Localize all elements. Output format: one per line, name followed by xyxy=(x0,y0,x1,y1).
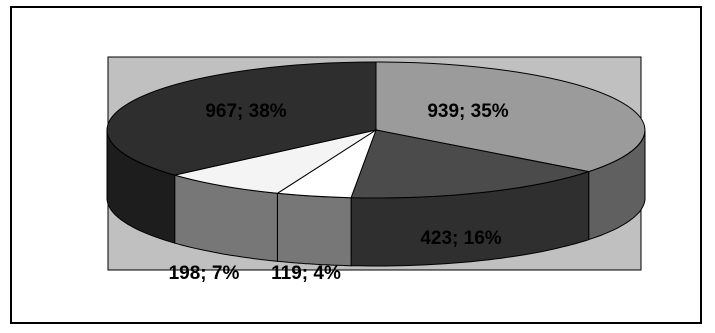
slice-0 xyxy=(375,61,646,173)
data-label-0: 939; 35% xyxy=(427,101,508,122)
slice-1 xyxy=(350,129,591,199)
slice-4 xyxy=(106,61,377,176)
slice-3 xyxy=(174,129,377,194)
data-label-2: 119; 4% xyxy=(271,263,341,284)
slice-side-2 xyxy=(276,192,352,267)
data-label-3: 198; 7% xyxy=(169,263,240,284)
data-label-1: 423; 16% xyxy=(420,228,501,249)
data-label-4: 967; 38% xyxy=(205,101,286,122)
